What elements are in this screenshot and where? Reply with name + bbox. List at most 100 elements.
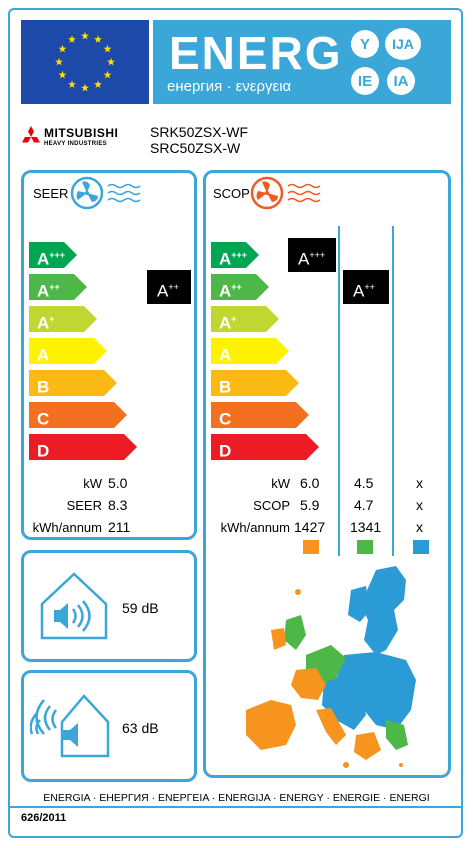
heating-class-arrow: B <box>211 370 299 396</box>
heating-class-letter: A <box>219 249 232 269</box>
cooling-class-arrow: D <box>29 434 137 460</box>
heating-label-scop: SCOP <box>253 498 290 513</box>
regulation-number: 626/2011 <box>21 812 67 824</box>
europe-climate-zones-map <box>236 560 436 780</box>
cooling-class-letter: C <box>37 409 50 429</box>
energ-subtitle: енергия · ενεργεια <box>167 78 292 95</box>
fan-cold-icon <box>70 176 150 215</box>
energy-banner: ENERG енергия · ενεργεια Y IJA IE IA <box>153 20 451 104</box>
average-annual: 1341 <box>350 519 382 535</box>
cooling-value-seer: 8.3 <box>108 497 128 513</box>
eu-star-icon <box>94 80 102 88</box>
cooling-class-sup: +++ <box>49 250 66 260</box>
model-indoor: SRK50ZSX-WF <box>150 124 249 140</box>
outdoor-noise-value: 63 dB <box>122 720 159 736</box>
cooling-rating-sup: ++ <box>168 282 179 292</box>
cooling-class-letter: A <box>37 249 50 269</box>
warm-zone-swatch <box>303 540 319 554</box>
indoor-noise-panel <box>21 550 197 662</box>
column-divider-1 <box>338 226 340 556</box>
column-divider-2 <box>392 226 394 556</box>
footer-languages: ENERGIA · ЕНЕРГИЯ · ΕΝΕΡΓΕΙΑ · ENERGIJA … <box>43 792 430 804</box>
brand-name-line2: HEAVY INDUSTRIES <box>44 141 107 147</box>
cooling-label-annual: kWh/annum <box>32 520 102 535</box>
average-zone-swatch <box>357 540 373 554</box>
eu-star-icon <box>68 80 76 88</box>
cooling-class-arrow: A <box>29 338 107 364</box>
heating-rating-1-letter: A <box>298 249 310 269</box>
heating-rating-2-sup: ++ <box>364 282 375 292</box>
cooling-class-letter: D <box>37 441 50 461</box>
eu-flag-icon <box>21 20 149 104</box>
cooling-class-letter: A <box>37 345 50 365</box>
cooling-class-letter: A <box>37 313 50 333</box>
house-speaker-indoor-icon <box>38 570 110 647</box>
heating-panel <box>203 170 451 778</box>
cold-scop: x <box>416 497 423 513</box>
heating-class-arrow: A <box>211 338 289 364</box>
eu-star-icon <box>68 35 76 43</box>
cooling-value-kw: 5.0 <box>108 475 128 491</box>
cold-zone-swatch <box>413 540 429 554</box>
eu-star-icon <box>103 44 112 53</box>
eu-star-icon <box>58 44 67 53</box>
eu-star-icon <box>81 31 89 40</box>
heating-class-letter: A <box>219 313 232 333</box>
fan-warm-icon <box>250 176 330 215</box>
mitsubishi-diamonds-icon <box>20 126 42 153</box>
heating-class-sup: +++ <box>231 250 248 260</box>
cooling-class-sup: ++ <box>49 282 60 292</box>
lang-code-ie: IE <box>351 67 379 95</box>
eu-star-icon <box>58 70 67 79</box>
eu-star-icon <box>94 35 102 43</box>
average-kw: 4.5 <box>354 475 374 491</box>
heating-class-arrow: A++ <box>211 274 269 300</box>
heating-class-letter: A <box>219 281 232 301</box>
eu-star-icon <box>55 57 63 66</box>
heating-title: SCOP <box>213 186 250 201</box>
cooling-class-sup: + <box>49 314 55 324</box>
heating-class-letter: D <box>219 441 232 461</box>
cooling-value-annual: 211 <box>108 519 131 535</box>
heating-class-letter: A <box>219 345 232 365</box>
cooling-rating-badge: A++ <box>147 270 191 304</box>
cooling-label-seer: SEER <box>66 498 102 513</box>
brand-name: MITSUBISHI HEAVY INDUSTRIES <box>44 127 118 150</box>
cooling-title: SEER <box>33 186 69 201</box>
eu-star-icon <box>103 70 112 79</box>
heating-class-letter: B <box>219 377 232 397</box>
heating-class-sup: ++ <box>231 282 242 292</box>
model-numbers: SRK50ZSX-WF SRC50ZSX-W <box>150 124 248 156</box>
cooling-class-arrow: A+ <box>29 306 97 332</box>
footer-divider <box>10 806 461 808</box>
heating-label-kw: kW <box>271 476 290 491</box>
eu-star-icon <box>81 83 89 92</box>
heating-rating-badge-2: A++ <box>343 270 389 304</box>
warm-kw: 6.0 <box>300 475 320 491</box>
cooling-class-letter: B <box>37 377 50 397</box>
house-speaker-outdoor-icon <box>29 688 110 765</box>
lang-code-ia: IA <box>387 67 415 95</box>
indoor-noise-value: 59 dB <box>122 600 159 616</box>
cooling-panel <box>21 170 197 540</box>
heating-rating-2-letter: A <box>353 281 365 301</box>
heating-class-arrow: A+ <box>211 306 279 332</box>
outdoor-noise-panel <box>21 670 197 782</box>
heating-class-arrow: D <box>211 434 319 460</box>
heating-rating-badge-1: A+++ <box>288 238 336 272</box>
cold-annual: x <box>416 519 423 535</box>
model-outdoor: SRC50ZSX-W <box>150 140 241 156</box>
cooling-rating-letter: A <box>157 281 169 301</box>
cold-kw: x <box>416 475 423 491</box>
label-frame <box>8 8 463 838</box>
warm-scop: 5.9 <box>300 497 320 513</box>
average-scop: 4.7 <box>354 497 374 513</box>
cooling-class-letter: A <box>37 281 50 301</box>
heating-label-annual: kWh/annum <box>220 520 290 535</box>
lang-code-ija: IJA <box>385 28 421 60</box>
cooling-label-kw: kW <box>83 476 102 491</box>
heating-rating-1-sup: +++ <box>309 250 326 260</box>
heating-class-arrow: C <box>211 402 309 428</box>
heating-class-letter: C <box>219 409 232 429</box>
heating-class-sup: + <box>231 314 237 324</box>
